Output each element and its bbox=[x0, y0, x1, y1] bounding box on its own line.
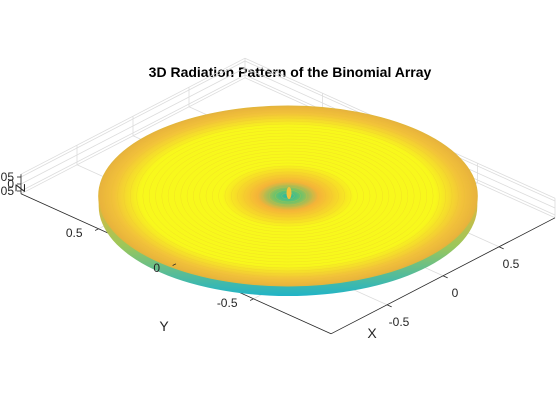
surface-ring bbox=[155, 132, 421, 260]
y-tick bbox=[94, 228, 99, 231]
surface-ring bbox=[136, 123, 440, 269]
surface-ring bbox=[231, 168, 345, 224]
z-gridline bbox=[20, 60, 246, 178]
x-tick-label: -0.5 bbox=[389, 315, 410, 329]
surface-ring bbox=[142, 126, 434, 266]
y-axis-ticks: -0.5 0 0.5 bbox=[66, 226, 254, 310]
y-tick-label: 0 bbox=[153, 261, 160, 275]
surface-ring bbox=[98, 105, 478, 287]
surface-ring bbox=[193, 150, 383, 242]
surface-ring bbox=[186, 147, 390, 245]
y-tick bbox=[249, 298, 254, 301]
surface-ring bbox=[199, 153, 377, 239]
surface-ring bbox=[224, 165, 352, 227]
z-tick-label: 0 bbox=[7, 177, 14, 191]
center-lobe bbox=[286, 187, 292, 199]
y-tick-label: 0.5 bbox=[66, 226, 83, 240]
z-axis-label: Z bbox=[12, 183, 28, 192]
y-tick-label: -0.5 bbox=[217, 296, 238, 310]
surface-ring bbox=[205, 156, 371, 236]
x-tick-label: 0.5 bbox=[503, 257, 520, 271]
x-tick bbox=[442, 275, 448, 279]
z-tick-label: -0.05 bbox=[0, 184, 14, 198]
surface-ring bbox=[243, 174, 333, 218]
surface-ring bbox=[256, 180, 320, 212]
surface-ring bbox=[237, 171, 339, 221]
y-tick bbox=[172, 263, 177, 266]
z-gridline bbox=[20, 74, 246, 192]
surface-ring bbox=[130, 120, 446, 272]
surface-ring bbox=[268, 186, 308, 206]
x-axis-label: X bbox=[367, 325, 377, 341]
surface-ring bbox=[180, 144, 396, 248]
z-tick-label: 0.05 bbox=[0, 170, 14, 184]
x-tick bbox=[386, 304, 392, 308]
chart-title: 3D Radiation Pattern of the Binomial Arr… bbox=[149, 64, 432, 80]
surface-ring bbox=[111, 111, 465, 281]
z-gridline bbox=[20, 67, 246, 185]
surface-ring bbox=[117, 114, 459, 278]
y-axis-label: Y bbox=[159, 318, 169, 334]
surface-ring bbox=[262, 183, 314, 209]
surface-ring bbox=[161, 135, 415, 257]
x-tick bbox=[498, 246, 504, 250]
surface-ring bbox=[249, 177, 327, 215]
surface-ring bbox=[167, 138, 409, 254]
radiation-surface bbox=[98, 105, 478, 296]
surface-ring bbox=[123, 117, 453, 275]
surface-ring bbox=[148, 129, 428, 263]
surface-ring bbox=[104, 108, 472, 284]
surface-ring bbox=[174, 141, 402, 251]
x-axis-ticks: -0.5 0 0.5 bbox=[386, 246, 520, 329]
surface-ring bbox=[212, 159, 364, 233]
x-tick-label: 0 bbox=[452, 286, 459, 300]
surface-ring bbox=[218, 162, 358, 230]
